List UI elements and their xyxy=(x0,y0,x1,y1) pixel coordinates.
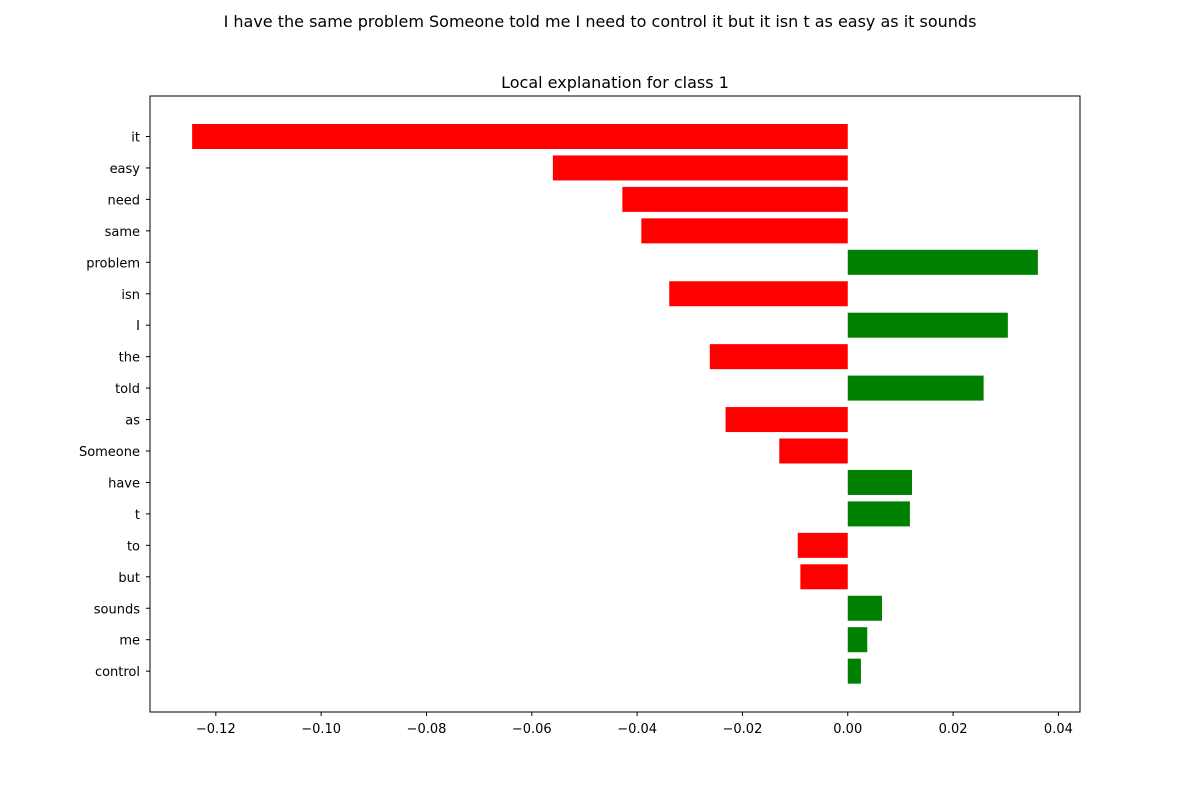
x-tick-label: −0.08 xyxy=(407,722,447,737)
chart-title: Local explanation for class 1 xyxy=(501,73,729,92)
bar-as xyxy=(725,407,848,433)
y-tick-label: I xyxy=(136,319,140,334)
y-tick-label: me xyxy=(119,634,140,649)
y-tick-label: problem xyxy=(86,256,140,271)
x-tick-label: −0.04 xyxy=(617,722,657,737)
x-tick-label: −0.02 xyxy=(723,722,763,737)
bar-t xyxy=(847,501,910,527)
x-tick-label: 0.00 xyxy=(833,722,862,737)
x-tick-label: 0.02 xyxy=(939,722,968,737)
bar-but xyxy=(800,564,848,590)
y-tick-label: t xyxy=(135,508,140,523)
bar-have xyxy=(847,469,913,495)
x-tick-label: −0.06 xyxy=(512,722,552,737)
bar-to xyxy=(797,532,848,558)
y-tick-label: have xyxy=(108,476,140,491)
bar-me xyxy=(847,627,868,653)
y-tick-label: sounds xyxy=(94,602,140,617)
y-tick-label: the xyxy=(119,351,140,366)
bar-need xyxy=(622,186,848,212)
x-tick-label: −0.12 xyxy=(196,722,236,737)
x-tick-label: 0.04 xyxy=(1044,722,1073,737)
bar-sounds xyxy=(847,595,882,621)
bar-i xyxy=(847,312,1008,338)
y-tick-label: easy xyxy=(110,162,141,177)
bar-told xyxy=(847,375,984,401)
y-tick-label: control xyxy=(95,665,140,680)
bar-it xyxy=(192,124,848,149)
y-tick-label: but xyxy=(118,571,140,586)
y-tick-label: isn xyxy=(121,288,140,303)
x-tick-group: −0.12 −0.10 −0.08 −0.06 −0.04 −0.02 0.00 0.02 0.… xyxy=(196,712,1073,737)
y-tick-label: to xyxy=(127,539,140,554)
y-tick-label: need xyxy=(108,193,141,208)
y-tick-label: Someone xyxy=(79,445,140,460)
figure-suptitle: I have the same problem Someone told me … xyxy=(223,12,977,31)
bar-easy xyxy=(552,155,848,181)
bar-the xyxy=(709,344,848,370)
y-tick-label: it xyxy=(131,131,140,146)
bar-problem xyxy=(847,249,1038,275)
bar-same xyxy=(641,218,848,244)
y-tick-label: as xyxy=(125,414,140,429)
bar-control xyxy=(847,658,861,684)
bars-group xyxy=(192,124,1038,684)
plot-frame xyxy=(149,95,1081,713)
bar-someone xyxy=(779,438,848,464)
bar-isn xyxy=(669,281,848,307)
y-tick-label: told xyxy=(115,382,140,397)
y-tick-label: same xyxy=(105,225,140,240)
x-tick-label: −0.10 xyxy=(301,722,341,737)
